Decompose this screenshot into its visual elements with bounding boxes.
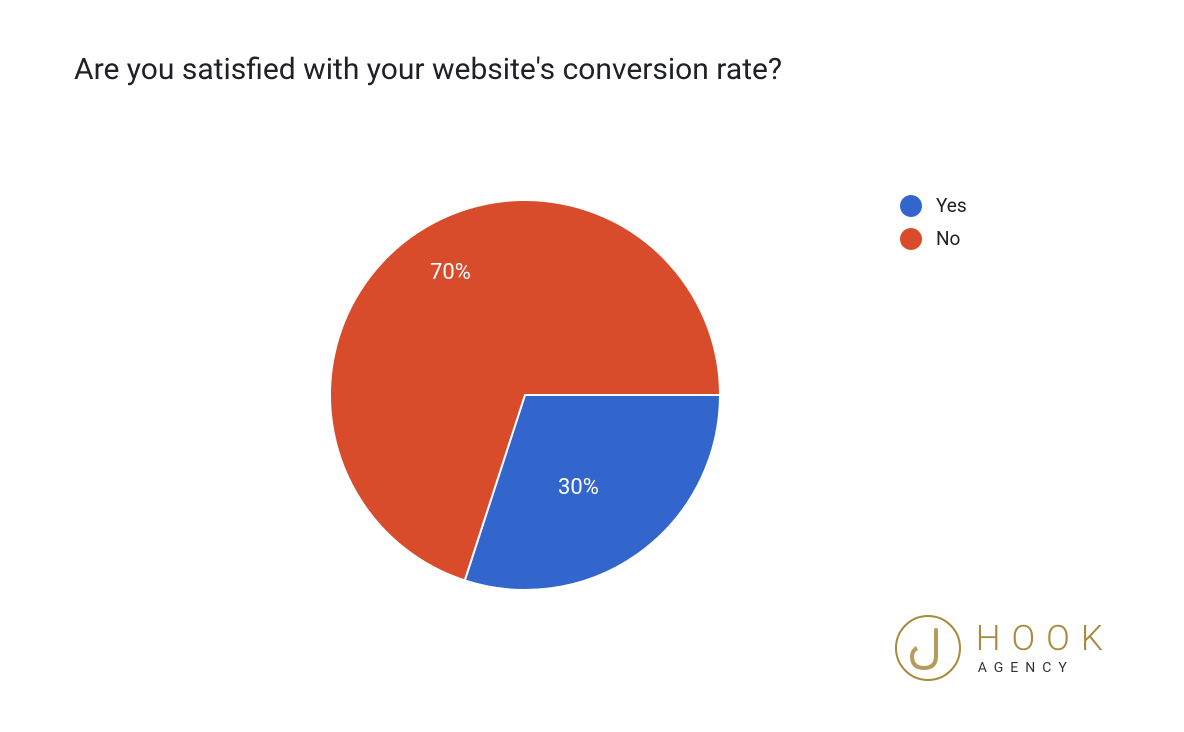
slice-label-no: 70% bbox=[430, 260, 471, 285]
brand-logo: HOOK AGENCY bbox=[894, 614, 1114, 682]
brand-subname: AGENCY bbox=[978, 660, 1074, 676]
legend-item-yes: Yes bbox=[900, 194, 967, 217]
legend-swatch-no bbox=[900, 228, 922, 250]
brand-text: HOOK AGENCY bbox=[976, 621, 1114, 676]
chart-legend: Yes No bbox=[900, 194, 967, 260]
chart-title: Are you satisfied with your website's co… bbox=[74, 52, 782, 87]
legend-label-yes: Yes bbox=[936, 194, 967, 217]
legend-item-no: No bbox=[900, 227, 967, 250]
legend-label-no: No bbox=[936, 227, 960, 250]
legend-swatch-yes bbox=[900, 195, 922, 217]
slice-label-yes: 30% bbox=[558, 475, 599, 500]
brand-name: HOOK bbox=[976, 621, 1114, 656]
pie-svg bbox=[330, 200, 720, 590]
pie-chart: 30% 70% bbox=[330, 200, 720, 590]
hook-icon bbox=[894, 614, 962, 682]
